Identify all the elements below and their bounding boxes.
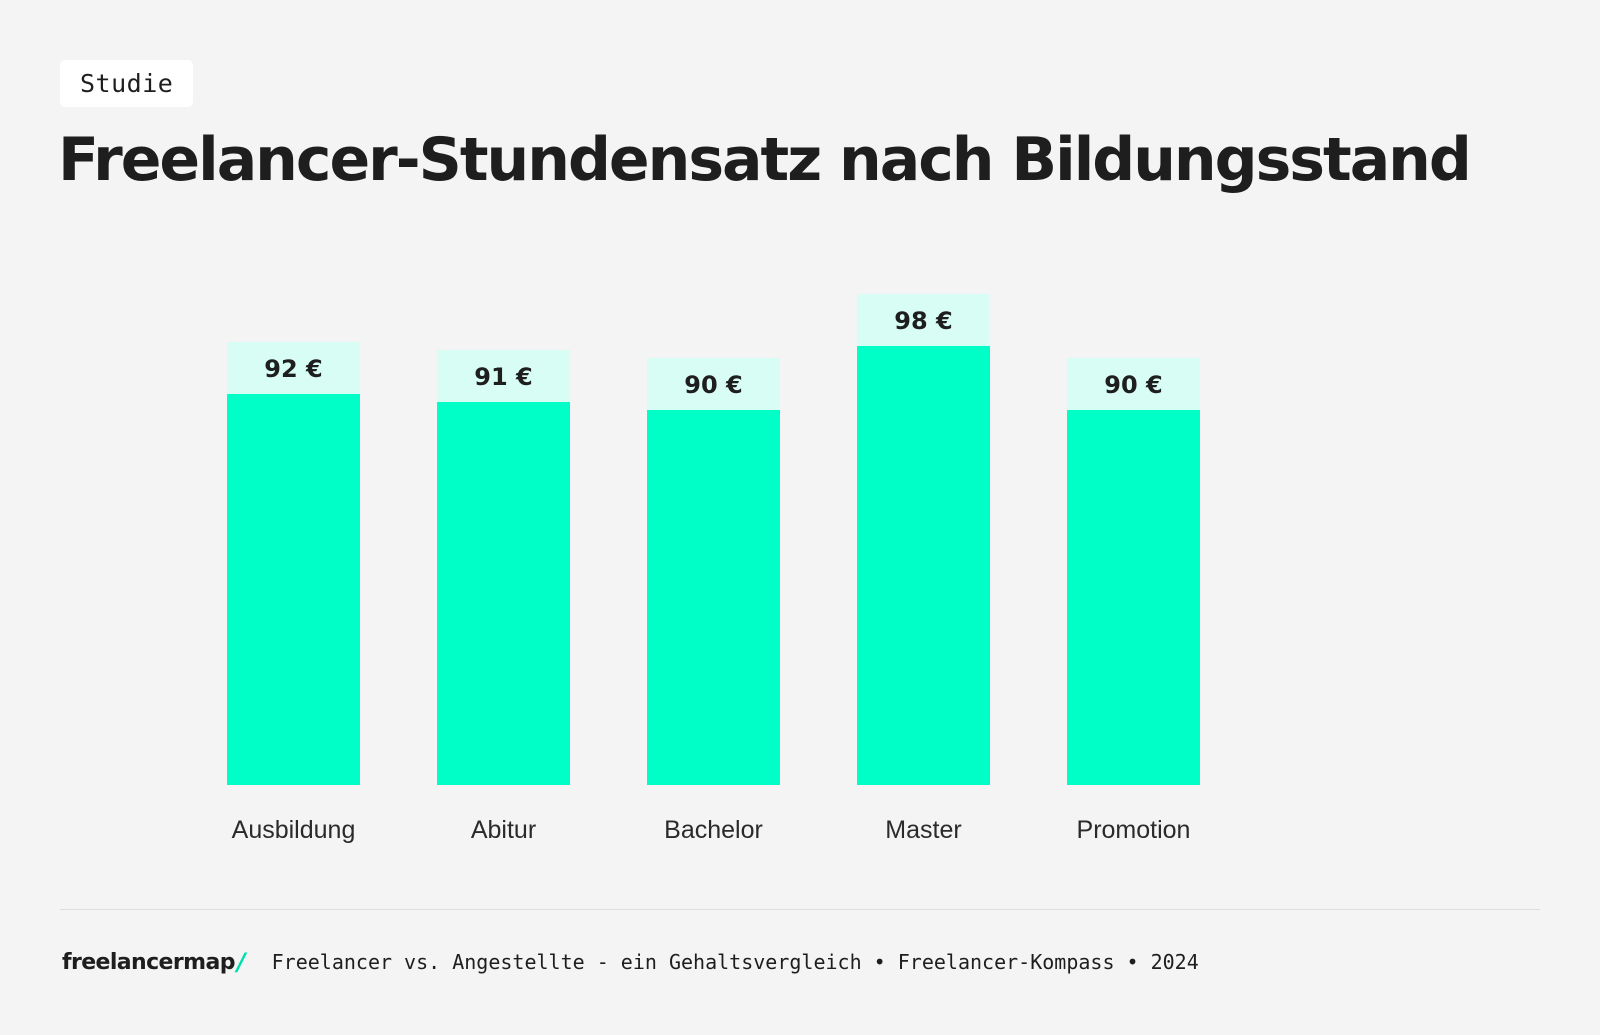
bar-chart: 92 € Ausbildung 91 € Abitur 90 € Bachelor 98 €… bbox=[227, 294, 1200, 844]
value-label: 91 € bbox=[474, 363, 532, 391]
bar-ausbildung bbox=[227, 394, 360, 785]
bar-bachelor bbox=[647, 410, 780, 785]
brand-logo: freelancermap bbox=[62, 949, 235, 975]
brand-slash-icon: / bbox=[236, 948, 246, 976]
bar-master bbox=[857, 346, 990, 785]
bar-abitur bbox=[437, 402, 570, 785]
value-label-bg bbox=[437, 350, 570, 402]
value-label-bg bbox=[857, 294, 990, 346]
value-label: 98 € bbox=[894, 307, 952, 335]
footer: freelancermap / Freelancer vs. Angestellt… bbox=[62, 942, 1199, 982]
value-label: 90 € bbox=[1104, 371, 1162, 399]
value-label: 92 € bbox=[264, 355, 322, 383]
value-label: 90 € bbox=[684, 371, 742, 399]
bar-promotion bbox=[1067, 410, 1200, 785]
category-label: Promotion bbox=[1077, 816, 1191, 844]
footer-divider bbox=[60, 909, 1540, 910]
value-label-bg bbox=[227, 342, 360, 394]
page-title: Freelancer-Stundensatz nach Bildungsstan… bbox=[58, 125, 1472, 195]
category-label: Ausbildung bbox=[232, 816, 356, 844]
category-tag: Studie bbox=[60, 60, 194, 107]
category-label: Master bbox=[885, 816, 961, 844]
source-text: Freelancer vs. Angestellte - ein Gehalts… bbox=[271, 950, 1199, 974]
category-label: Abitur bbox=[471, 816, 536, 844]
value-label-bg bbox=[647, 358, 780, 410]
value-label-bg bbox=[1067, 358, 1200, 410]
category-label: Bachelor bbox=[664, 816, 763, 844]
